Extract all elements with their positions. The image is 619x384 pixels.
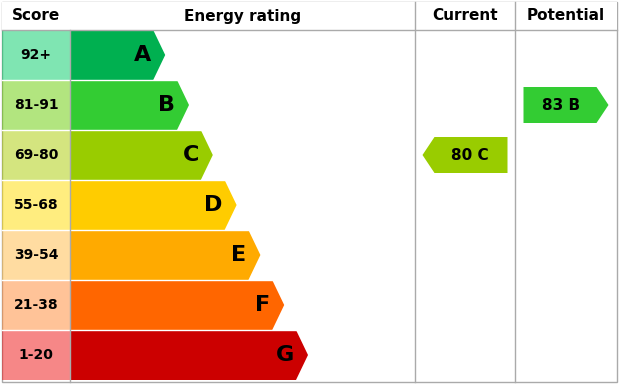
Polygon shape [70, 80, 189, 130]
Polygon shape [70, 30, 165, 80]
Bar [2, 2, 617, 30]
Bar [2, 130, 70, 180]
Polygon shape [70, 230, 261, 280]
Text: 1-20: 1-20 [19, 348, 53, 362]
Polygon shape [423, 137, 508, 173]
Bar [2, 180, 70, 230]
Text: 39-54: 39-54 [14, 248, 58, 262]
Polygon shape [524, 87, 608, 123]
Bar [2, 30, 70, 80]
Text: E: E [232, 245, 246, 265]
Text: D: D [204, 195, 223, 215]
Bar [2, 330, 70, 380]
Polygon shape [70, 330, 308, 380]
Text: 81-91: 81-91 [14, 98, 58, 112]
Text: F: F [255, 295, 271, 315]
Text: 69-80: 69-80 [14, 148, 58, 162]
Text: 21-38: 21-38 [14, 298, 58, 312]
Bar [2, 280, 70, 330]
Text: 55-68: 55-68 [14, 198, 58, 212]
Text: Energy rating: Energy rating [184, 8, 301, 23]
Text: C: C [183, 145, 199, 165]
Polygon shape [70, 130, 213, 180]
Text: B: B [158, 95, 175, 115]
Text: 80 C: 80 C [451, 147, 489, 162]
Text: Current: Current [432, 8, 498, 23]
Bar [2, 230, 70, 280]
Bar [2, 80, 70, 130]
Text: Potential: Potential [527, 8, 605, 23]
Text: A: A [134, 45, 151, 65]
Text: 83 B: 83 B [542, 98, 580, 113]
Text: 92+: 92+ [20, 48, 51, 62]
Text: Score: Score [12, 8, 60, 23]
Polygon shape [70, 180, 236, 230]
Text: G: G [275, 345, 294, 365]
Polygon shape [70, 280, 284, 330]
